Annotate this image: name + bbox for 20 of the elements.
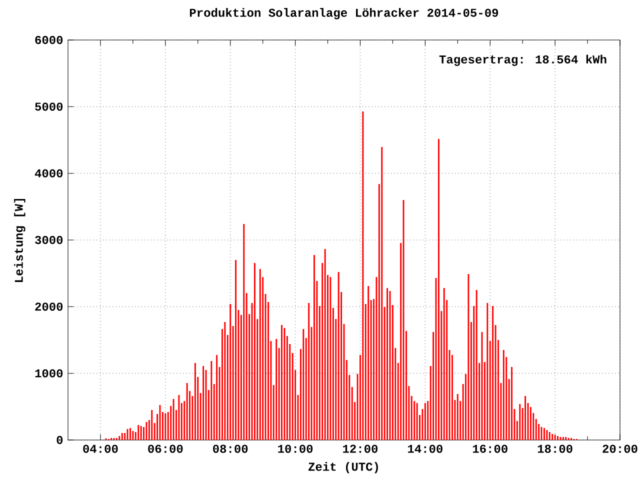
- x-tick-label: 10:00: [278, 444, 313, 453]
- y-tick-label: 2000: [35, 302, 63, 311]
- x-tick-label: 04:00: [83, 444, 118, 453]
- y-tick-label: 3000: [35, 236, 63, 244]
- x-tick-label: 06:00: [148, 444, 183, 453]
- x-tick-label: 20:00: [602, 444, 638, 453]
- x-tick-label: 14:00: [408, 444, 442, 453]
- y-tick-label: 5000: [35, 102, 63, 111]
- y-tick-label: 6000: [35, 36, 63, 44]
- y-tick-label: 0: [56, 436, 63, 444]
- x-axis-title: Zeit (UTC): [308, 462, 378, 474]
- y-tick-label: 4000: [34, 169, 63, 178]
- x-tick-label: 08:00: [213, 444, 248, 453]
- x-tick-label: 18:00: [538, 444, 572, 453]
- x-tick-label: 12:00: [343, 444, 378, 453]
- chart-title: Produktion Solaranlage Löhracker 2014-05-09: [190, 8, 498, 20]
- x-tick-label: 16:00: [472, 444, 508, 453]
- y-tick-label: 1000: [35, 369, 63, 378]
- annotation: Tagesertrag: 18.564 kWh: [439, 54, 606, 66]
- y-axis-title: Leistung [W]: [14, 198, 26, 282]
